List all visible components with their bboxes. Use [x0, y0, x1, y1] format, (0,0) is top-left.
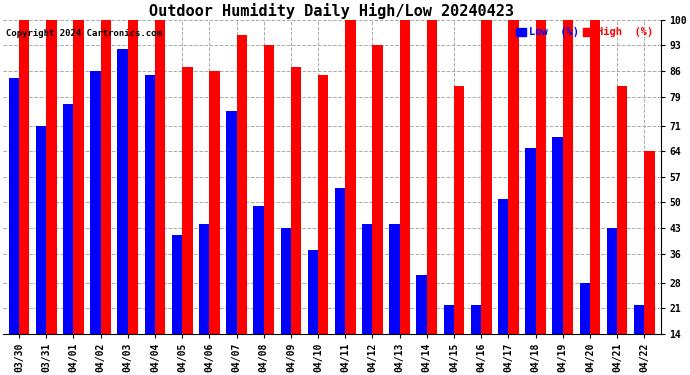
- Bar: [73, 20, 83, 375]
- Bar: [373, 45, 383, 375]
- Bar: [427, 20, 437, 375]
- Bar: [117, 49, 128, 375]
- Bar: [90, 71, 101, 375]
- Bar: [362, 224, 373, 375]
- Bar: [226, 111, 237, 375]
- Bar: [101, 20, 111, 375]
- Bar: [155, 20, 166, 375]
- Bar: [400, 20, 410, 375]
- Legend: Low  (%), High  (%): Low (%), High (%): [513, 25, 656, 39]
- Bar: [36, 126, 46, 375]
- Bar: [590, 20, 600, 375]
- Bar: [63, 104, 73, 375]
- Bar: [553, 137, 563, 375]
- Bar: [19, 20, 30, 375]
- Text: Copyright 2024 Cartronics.com: Copyright 2024 Cartronics.com: [6, 29, 162, 38]
- Bar: [264, 45, 274, 375]
- Bar: [237, 34, 247, 375]
- Bar: [498, 199, 509, 375]
- Bar: [253, 206, 264, 375]
- Bar: [644, 152, 655, 375]
- Bar: [525, 148, 535, 375]
- Bar: [607, 228, 617, 375]
- Bar: [481, 20, 491, 375]
- Title: Outdoor Humidity Daily High/Low 20240423: Outdoor Humidity Daily High/Low 20240423: [149, 3, 514, 19]
- Bar: [128, 20, 138, 375]
- Bar: [417, 275, 427, 375]
- Bar: [209, 71, 219, 375]
- Bar: [444, 304, 454, 375]
- Bar: [46, 20, 57, 375]
- Bar: [145, 75, 155, 375]
- Bar: [634, 304, 644, 375]
- Bar: [182, 68, 193, 375]
- Bar: [199, 224, 209, 375]
- Bar: [563, 20, 573, 375]
- Bar: [308, 250, 318, 375]
- Bar: [172, 235, 182, 375]
- Bar: [471, 304, 481, 375]
- Bar: [389, 224, 400, 375]
- Bar: [617, 86, 627, 375]
- Bar: [9, 78, 19, 375]
- Bar: [454, 86, 464, 375]
- Bar: [509, 20, 519, 375]
- Bar: [535, 20, 546, 375]
- Bar: [291, 68, 302, 375]
- Bar: [281, 228, 291, 375]
- Bar: [580, 283, 590, 375]
- Bar: [335, 188, 345, 375]
- Bar: [318, 75, 328, 375]
- Bar: [345, 20, 355, 375]
